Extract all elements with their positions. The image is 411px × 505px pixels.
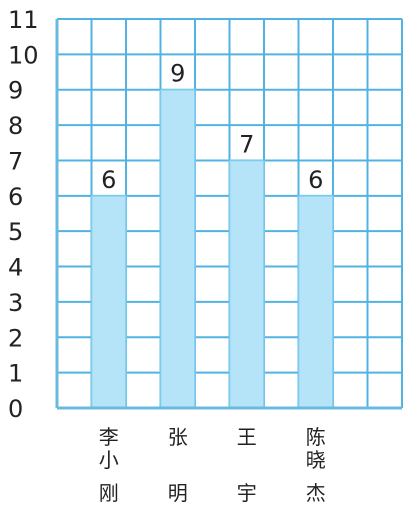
- category-label: 王: [237, 425, 257, 449]
- y-tick-label: 1: [8, 360, 23, 388]
- y-tick-label: 6: [8, 183, 23, 211]
- category-label: 刚: [99, 481, 119, 505]
- y-tick-label: 0: [8, 395, 23, 423]
- category-label: 张: [168, 425, 188, 449]
- category-label: 李: [99, 425, 119, 449]
- category-label: 小: [99, 448, 119, 472]
- y-tick-label: 2: [8, 324, 23, 352]
- category-labels: 李小刚 张明 王宇 陈晓杰: [99, 425, 326, 505]
- data-label: 6: [101, 166, 116, 194]
- y-tick-label: 7: [8, 147, 23, 175]
- data-labels: 6 9 7 6: [101, 60, 323, 194]
- bar: [228, 159, 265, 409]
- category-label: 陈: [306, 425, 326, 449]
- y-tick-label: 8: [8, 112, 23, 140]
- category-label: 杰: [306, 481, 326, 505]
- data-label: 6: [308, 166, 323, 194]
- data-label: 7: [239, 130, 254, 158]
- bars: [90, 88, 334, 409]
- y-tick-label: 3: [8, 289, 23, 317]
- category-label: 宇: [237, 481, 257, 505]
- y-tick-labels: 0 1 2 3 4 5 6 7 8 9 10 11: [8, 6, 39, 423]
- y-tick-label: 4: [8, 254, 23, 282]
- category-label: 明: [168, 481, 188, 505]
- bar: [159, 88, 196, 409]
- y-tick-label: 9: [8, 77, 23, 105]
- axes: [55, 19, 402, 410]
- y-tick-label: 11: [8, 6, 39, 34]
- bar: [90, 195, 127, 409]
- bar: [297, 195, 334, 409]
- data-label: 9: [170, 60, 185, 88]
- category-label: 晓: [306, 448, 326, 472]
- y-tick-label: 10: [8, 41, 39, 69]
- y-tick-label: 5: [8, 218, 23, 246]
